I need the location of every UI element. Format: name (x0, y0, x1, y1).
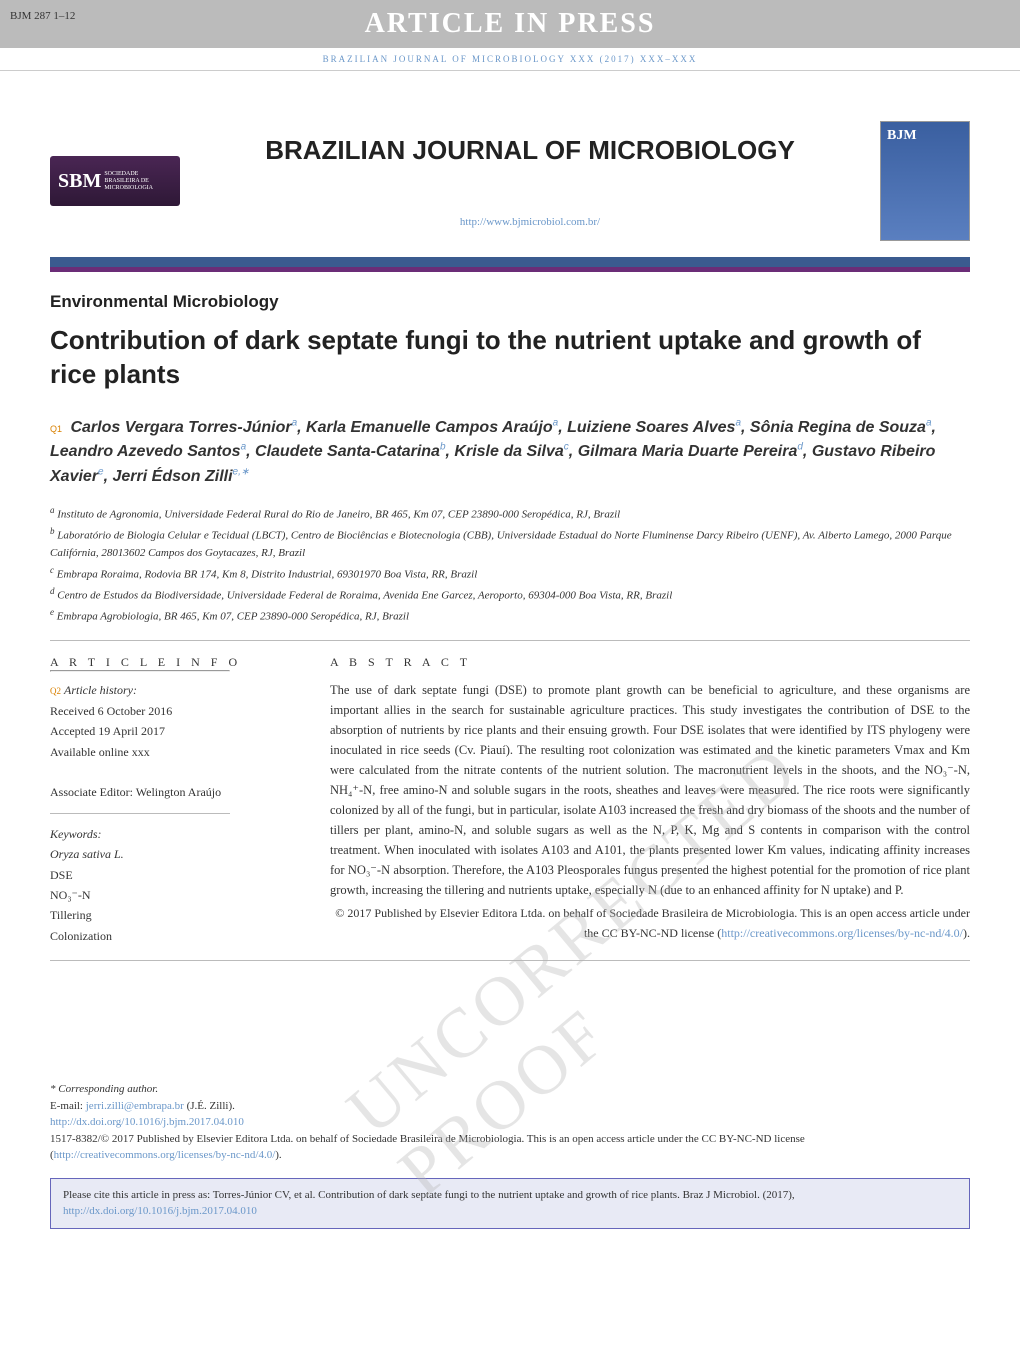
article-info-column: A R T I C L E I N F O Q2 Article history… (50, 655, 300, 946)
cover-label: BJM (887, 128, 917, 144)
divider (50, 670, 230, 672)
affiliation: d Centro de Estudos da Biodiversidade, U… (50, 584, 970, 605)
journal-cover-thumb: BJM (880, 121, 970, 241)
corresponding-label: * Corresponding author. (50, 1081, 970, 1098)
divider (50, 813, 230, 814)
corresponding-author-block: * Corresponding author. E-mail: jerri.zi… (50, 1081, 970, 1164)
in-press-banner: BJM 287 1–12 ARTICLE IN PRESS (0, 0, 1020, 48)
keyword: DSE (50, 865, 300, 885)
footer-license-link[interactable]: http://creativecommons.org/licenses/by-n… (54, 1149, 276, 1161)
journal-header: SBM SOCIEDADE BRASILEIRA DE MICROBIOLOGI… (50, 101, 970, 251)
sbm-logo: SBM SOCIEDADE BRASILEIRA DE MICROBIOLOGI… (50, 156, 180, 206)
keyword: Colonization (50, 926, 300, 946)
author: Leandro Azevedo Santosa, (50, 443, 255, 460)
citation-box: Please cite this article in press as: To… (50, 1178, 970, 1229)
affiliation: b Laboratório de Biologia Celular e Teci… (50, 524, 970, 563)
article-id-label: BJM 287 1–12 (10, 10, 75, 22)
received-date: Received 6 October 2016 (50, 704, 172, 718)
q1-marker: Q1 (50, 424, 62, 434)
purple-bar (50, 267, 970, 272)
author: Karla Emanuelle Campos Araújoa, (306, 419, 567, 436)
author: Sônia Regina de Souzaa, (750, 419, 936, 436)
doi-link[interactable]: http://dx.doi.org/10.1016/j.bjm.2017.04.… (50, 1116, 244, 1128)
abstract-column: A B S T R A C T The use of dark septate … (330, 655, 970, 946)
author: Luiziene Soares Alvesa, (567, 419, 750, 436)
abstract-heading: A B S T R A C T (330, 655, 970, 670)
abstract-copyright: © 2017 Published by Elsevier Editora Ltd… (330, 904, 970, 942)
available-date: Available online xxx (50, 745, 150, 759)
keyword: Tillering (50, 905, 300, 925)
journal-title: BRAZILIAN JOURNAL OF MICROBIOLOGY (180, 135, 880, 166)
blue-bar (50, 257, 970, 267)
q2-marker: Q2 (50, 686, 61, 696)
author: Claudete Santa-Catarinab, (255, 443, 454, 460)
associate-editor: Associate Editor: Welington Araújo (50, 785, 221, 799)
corresponding-email-link[interactable]: jerri.zilli@embrapa.br (86, 1100, 184, 1112)
history-label: Article history: (64, 683, 137, 697)
divider (50, 640, 970, 641)
sbm-text: SBM (58, 170, 101, 193)
license-link[interactable]: http://creativecommons.org/licenses/by-n… (721, 926, 963, 940)
author: Krisle da Silvac, (454, 443, 577, 460)
sbm-subtext: SOCIEDADE BRASILEIRA DE MICROBIOLOGIA (104, 171, 153, 192)
author: Jerri Édson Zillie,∗ (113, 468, 250, 485)
journal-url-link[interactable]: http://www.bjmicrobiol.com.br/ (180, 216, 880, 228)
section-label: Environmental Microbiology (50, 292, 970, 312)
divider (50, 960, 970, 961)
accepted-date: Accepted 19 April 2017 (50, 724, 165, 738)
authors-list: Q1 Carlos Vergara Torres-Júniora, Karla … (50, 416, 970, 489)
abstract-text: The use of dark septate fungi (DSE) to p… (330, 680, 970, 900)
author: Carlos Vergara Torres-Júniora, (70, 419, 306, 436)
keyword: Oryza sativa L. (50, 844, 300, 864)
article-info-heading: A R T I C L E I N F O (50, 655, 300, 670)
affiliation: c Embrapa Roraima, Rodovia BR 174, Km 8,… (50, 563, 970, 584)
author: Gilmara Maria Duarte Pereirad, (578, 443, 812, 460)
affiliation: a Instituto de Agronomia, Universidade F… (50, 503, 970, 524)
banner-title: ARTICLE IN PRESS (365, 8, 656, 39)
cite-doi-link[interactable]: http://dx.doi.org/10.1016/j.bjm.2017.04.… (63, 1205, 257, 1217)
keywords-label: Keywords: (50, 827, 102, 841)
affiliation: e Embrapa Agrobiologia, BR 465, Km 07, C… (50, 605, 970, 626)
journal-citation-line: BRAZILIAN JOURNAL OF MICROBIOLOGY XXX (2… (0, 48, 1020, 71)
keyword: NO₃⁻-N (50, 885, 300, 905)
affiliations-list: a Instituto de Agronomia, Universidade F… (50, 503, 970, 627)
article-title: Contribution of dark septate fungi to th… (50, 324, 970, 392)
